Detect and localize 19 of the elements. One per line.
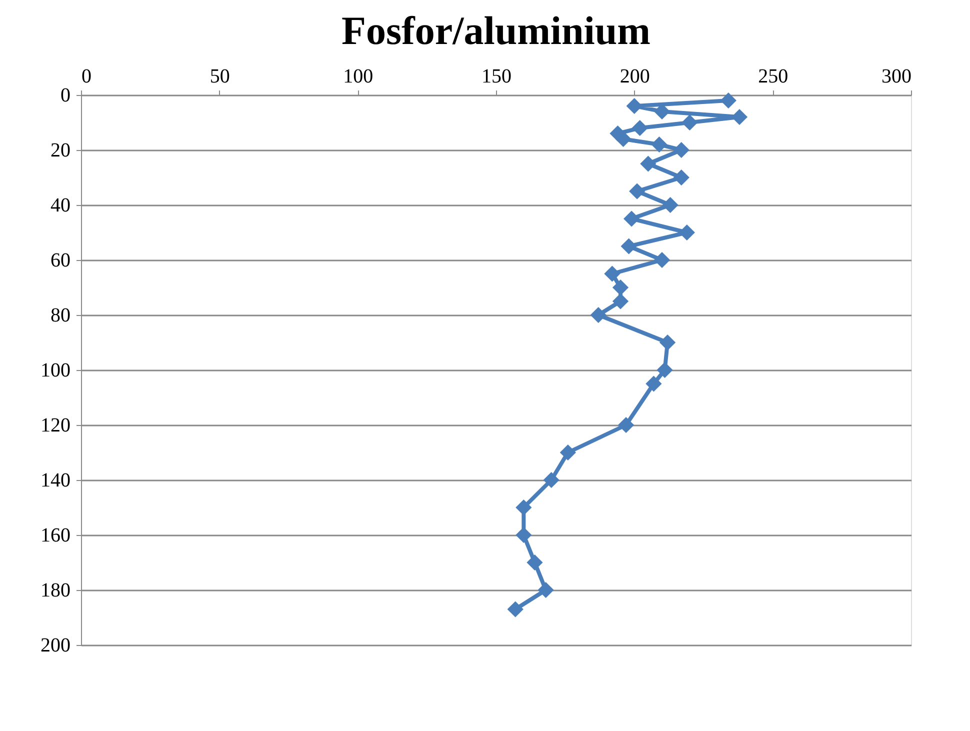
y-tick-label: 180 xyxy=(40,580,70,602)
chart-title: Fosfor/aluminium xyxy=(342,8,650,53)
y-tick-label: 140 xyxy=(40,470,70,492)
x-tick-label: 150 xyxy=(482,66,512,88)
y-tick-label: 0 xyxy=(60,84,70,106)
y-tick-label: 200 xyxy=(40,634,70,656)
x-tick-label: 100 xyxy=(343,66,374,88)
y-tick-label: 20 xyxy=(50,140,70,162)
x-tick-label: 0 xyxy=(82,66,92,88)
y-tick-label: 80 xyxy=(50,304,70,326)
y-tick-label: 40 xyxy=(50,194,70,216)
y-tick-label: 120 xyxy=(40,414,70,436)
y-tick-label: 100 xyxy=(40,360,70,382)
x-tick-label: 200 xyxy=(620,66,650,88)
x-tick-label: 50 xyxy=(210,66,230,88)
x-tick-label: 250 xyxy=(758,66,788,88)
x-tick-label: 300 xyxy=(882,66,912,88)
y-tick-label: 60 xyxy=(50,250,70,272)
y-tick-label: 160 xyxy=(40,524,70,546)
